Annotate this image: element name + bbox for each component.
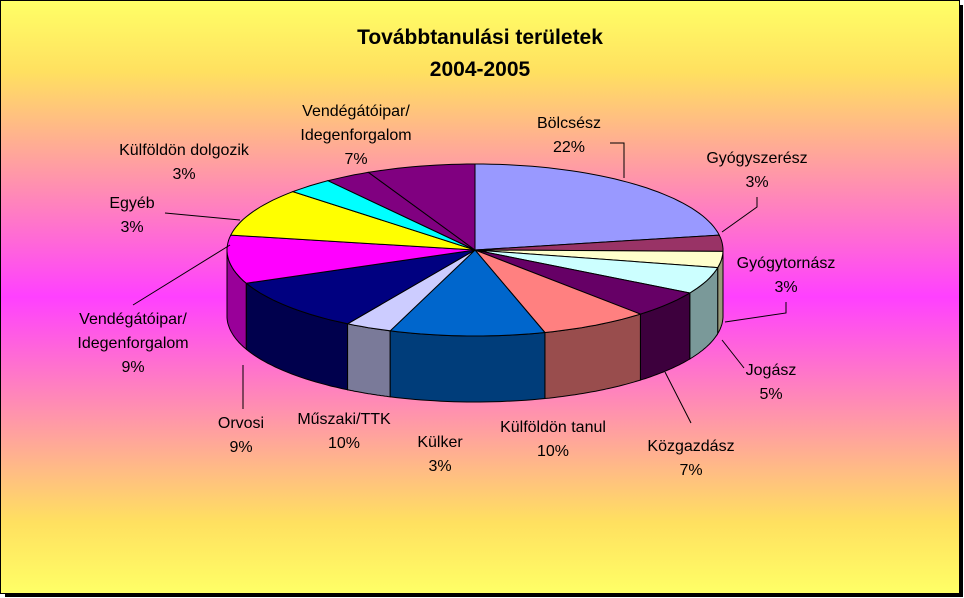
slice-label-7: Műszaki/TTK 10% xyxy=(297,411,391,452)
pie-slice-12 xyxy=(326,171,476,251)
leader-line-4 xyxy=(664,371,692,424)
slice-label-9-line-0: Vendégátóipar/ xyxy=(79,311,187,328)
slice-label-8: Orvosi 9% xyxy=(218,415,264,456)
slice-label-11-line-0: Külföldön dolgozik xyxy=(119,142,250,159)
slice-label-1-line-1: 3% xyxy=(745,174,768,191)
slice-label-12-line-1: Idegenforgalom xyxy=(300,127,411,144)
slice-label-2: Gyógytornász 3% xyxy=(737,255,836,296)
slice-label-12-line-0: Vendégátóipar/ xyxy=(302,103,410,120)
slice-label-3-line-0: Jogász xyxy=(746,362,797,379)
slice-label-9-line-2: 9% xyxy=(121,359,144,376)
slice-label-6: Külker 3% xyxy=(417,434,463,475)
slice-label-9: Vendégátóipar/Idegenforgalom 9% xyxy=(77,311,188,376)
slice-label-10-line-1: 3% xyxy=(120,219,143,236)
pie-slice-0 xyxy=(474,163,721,251)
slice-label-4: Közgazdász 7% xyxy=(647,438,734,479)
slice-label-1-line-0: Gyógyszerész xyxy=(706,150,807,167)
slice-label-5-line-0: Külföldön tanul xyxy=(500,419,606,436)
slice-label-8-line-1: 9% xyxy=(229,439,252,456)
slice-label-8-line-0: Orvosi xyxy=(218,415,264,432)
leader-line-0 xyxy=(610,142,625,178)
slice-label-11: Külföldön dolgozik 3% xyxy=(119,142,250,183)
chart-title: Továbbtanulási területek xyxy=(357,26,603,49)
pie-slice-9 xyxy=(226,234,476,284)
pie-slice-13 xyxy=(367,163,476,251)
pie-side-6 xyxy=(389,330,546,403)
pie-slice-6 xyxy=(389,249,546,337)
slice-label-7-line-0: Műszaki/TTK xyxy=(297,411,391,428)
slice-label-4-line-0: Közgazdász xyxy=(647,438,734,455)
pie-slice-5 xyxy=(474,249,642,334)
pie-slice-7 xyxy=(346,249,476,332)
slice-label-0-line-0: Bölcsész xyxy=(537,115,601,132)
leader-line-2 xyxy=(724,302,787,323)
slice-label-12: Vendégátóipar/Idegenforgalom 7% xyxy=(300,103,411,168)
slice-label-0: Bölcsész 22% xyxy=(537,115,601,156)
slice-label-5-line-1: 10% xyxy=(537,443,569,460)
pie-slice-4 xyxy=(474,249,692,315)
slice-label-0-line-1: 22% xyxy=(553,139,585,156)
slice-label-2-line-1: 3% xyxy=(774,279,797,296)
slice-label-4-line-1: 7% xyxy=(679,462,702,479)
pie-slice-11 xyxy=(291,180,476,251)
leader-line-9 xyxy=(132,244,231,306)
pie-slice-3 xyxy=(474,249,719,294)
slice-label-6-line-0: Külker xyxy=(417,434,463,451)
pie-slice-1 xyxy=(474,234,724,252)
leader-line-1 xyxy=(721,197,758,233)
slice-label-2-line-0: Gyógytornász xyxy=(737,255,836,272)
slice-label-3-line-1: 5% xyxy=(759,386,782,403)
slice-label-10-line-0: Egyéb xyxy=(109,195,154,212)
slice-label-1: Gyógyszerész 3% xyxy=(706,150,807,191)
pie-slice-10 xyxy=(229,191,476,251)
slice-label-10: Egyéb 3% xyxy=(109,195,154,236)
pie-slice-8 xyxy=(245,249,476,325)
slice-label-7-line-1: 10% xyxy=(328,435,360,452)
slice-label-3: Jogász 5% xyxy=(746,362,797,403)
chart-subtitle: 2004-2005 xyxy=(430,58,531,81)
slice-label-9-line-1: Idegenforgalom xyxy=(77,335,188,352)
slice-label-5: Külföldön tanul 10% xyxy=(500,419,606,460)
slice-label-11-line-1: 3% xyxy=(172,166,195,183)
slice-label-6-line-1: 3% xyxy=(428,458,451,475)
slice-label-12-line-2: 7% xyxy=(344,151,367,168)
leader-line-10 xyxy=(164,212,241,221)
leader-line-3 xyxy=(721,339,745,369)
pie-side-7 xyxy=(347,323,391,398)
